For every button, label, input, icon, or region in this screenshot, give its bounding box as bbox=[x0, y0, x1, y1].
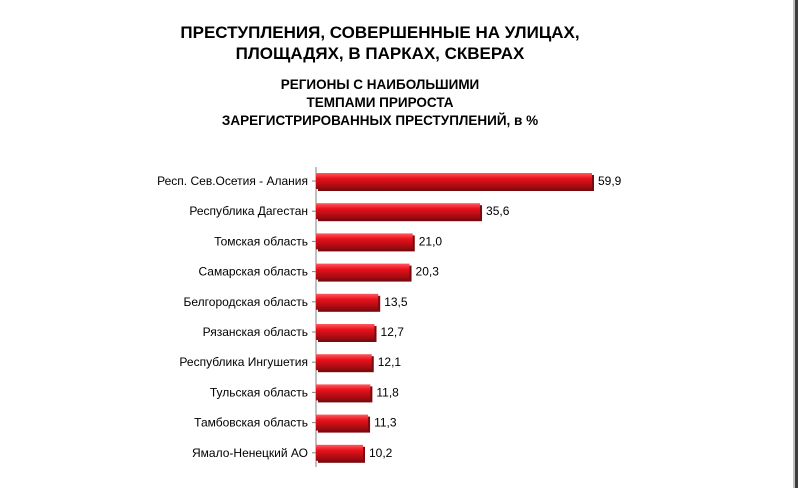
category-label: Ямало-Ненецкий АО bbox=[192, 446, 308, 460]
bar bbox=[316, 203, 481, 220]
value-label: 20,3 bbox=[416, 265, 440, 279]
category-label: Самарская область bbox=[198, 265, 308, 279]
bar bbox=[316, 354, 372, 371]
value-label: 12,1 bbox=[378, 355, 402, 369]
category-label: Респ. Сев.Осетия - Алания bbox=[157, 174, 308, 188]
value-label: 12,7 bbox=[381, 325, 405, 339]
chart-title-line-2: ПЛОЩАДЯХ, В ПАРКАХ, СКВЕРАХ bbox=[235, 44, 525, 63]
right-edge-shadow bbox=[793, 0, 795, 488]
bar bbox=[316, 293, 379, 310]
category-label: Томская область bbox=[214, 234, 308, 248]
bar bbox=[316, 233, 413, 250]
bar bbox=[316, 384, 371, 401]
category-label: Тульская область bbox=[210, 385, 308, 399]
bar bbox=[316, 263, 410, 280]
bar bbox=[316, 444, 363, 461]
category-label: Республика Ингушетия bbox=[179, 355, 308, 369]
chart-subtitle-line-3: ЗАРЕГИСТРИРОВАННЫХ ПРЕСТУПЛЕНИЙ, в % bbox=[221, 113, 539, 128]
category-label: Тамбовская область bbox=[194, 416, 308, 430]
chart-title: ПРЕСТУПЛЕНИЯ, СОВЕРШЕННЫЕ НА УЛИЦАХ, ПЛО… bbox=[0, 22, 760, 64]
value-label: 13,5 bbox=[384, 295, 408, 309]
chart-subtitle: РЕГИОНЫ С НАИБОЛЬШИМИ ТЕМПАМИ ПРИРОСТА З… bbox=[0, 76, 760, 130]
value-label: 11,3 bbox=[374, 416, 397, 430]
title-block: ПРЕСТУПЛЕНИЯ, СОВЕРШЕННЫЕ НА УЛИЦАХ, ПЛО… bbox=[0, 22, 760, 130]
bar bbox=[316, 173, 592, 189]
right-edge-border bbox=[795, 0, 798, 488]
chart-subtitle-line-1: РЕГИОНЫ С НАИБОЛЬШИМИ bbox=[280, 77, 480, 92]
category-label: Белгородская область bbox=[184, 295, 308, 309]
value-label: 10,2 bbox=[369, 446, 393, 460]
category-label: Рязанская область bbox=[203, 325, 308, 339]
value-label: 59,9 bbox=[598, 174, 622, 188]
value-label: 35,6 bbox=[486, 204, 510, 218]
bar-group: Респ. Сев.Осетия - Алания 59,9 Республика … bbox=[157, 167, 622, 467]
bar-chart: Респ. Сев.Осетия - Алания 59,9 Республика … bbox=[157, 167, 622, 467]
bar bbox=[316, 324, 375, 340]
chart-subtitle-line-2: ТЕМПАМИ ПРИРОСТА bbox=[306, 95, 454, 110]
category-label: Республика Дагестан bbox=[189, 204, 308, 218]
value-label: 11,8 bbox=[376, 385, 399, 399]
chart-title-line-1: ПРЕСТУПЛЕНИЯ, СОВЕРШЕННЫЕ НА УЛИЦАХ, bbox=[180, 23, 580, 42]
value-label: 21,0 bbox=[419, 234, 443, 248]
bar bbox=[316, 414, 369, 431]
